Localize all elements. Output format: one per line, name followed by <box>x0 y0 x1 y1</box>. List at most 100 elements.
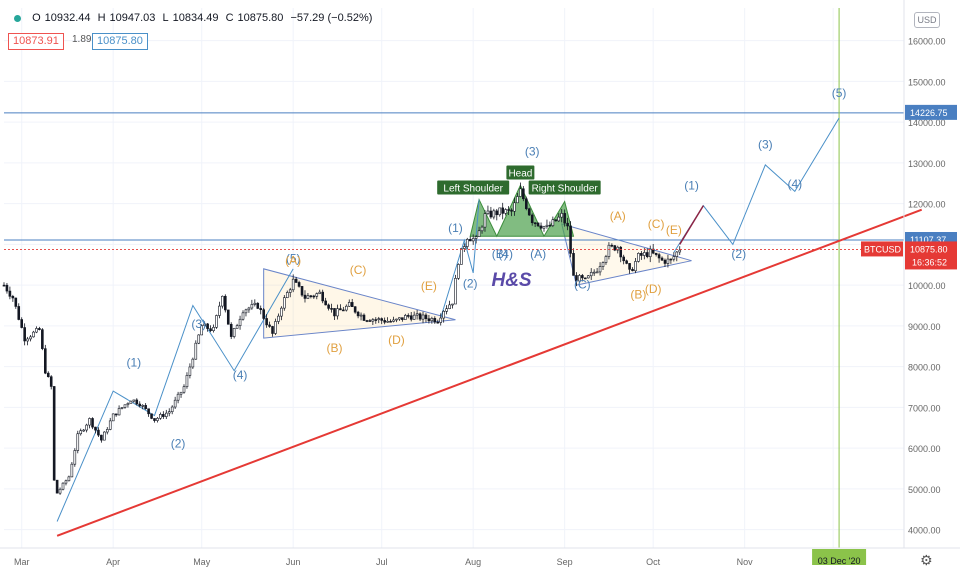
candle-body <box>173 399 177 408</box>
candle-body <box>392 319 395 322</box>
candle-body <box>138 403 142 407</box>
candle-body <box>32 331 35 338</box>
wave-label-orange: (D) <box>645 282 662 296</box>
candle-body <box>637 253 640 262</box>
candle-body <box>569 225 572 254</box>
candle-body <box>306 295 310 299</box>
candle-body <box>669 258 673 261</box>
candle-body <box>147 408 150 415</box>
candle-body <box>412 314 416 320</box>
candle-body <box>185 375 189 388</box>
candle-body <box>49 376 53 387</box>
candle-body <box>5 284 9 292</box>
candle-body <box>350 302 354 307</box>
candle-body <box>321 291 324 302</box>
candle-body <box>38 328 41 330</box>
candle-body <box>291 278 295 291</box>
candle-body <box>604 256 608 263</box>
candle-body <box>353 306 357 313</box>
candle-body <box>471 238 475 242</box>
candle-body <box>527 208 531 216</box>
candle-body <box>622 256 625 262</box>
candle-body <box>268 324 271 327</box>
candle-body <box>424 314 428 320</box>
x-tick-label: Mar <box>14 557 30 567</box>
candle-body <box>218 305 221 316</box>
candle-body <box>73 450 77 465</box>
candle-body <box>542 226 546 229</box>
candle-body <box>58 488 62 494</box>
candle-body <box>271 326 274 334</box>
candle-body <box>519 188 522 197</box>
candle-body <box>648 248 652 258</box>
wave-label-blue: (4) <box>498 247 513 261</box>
buy-price-button[interactable]: 10875.80 <box>92 33 148 50</box>
wave-label-blue: (2) <box>463 277 478 291</box>
candle-body <box>259 308 263 310</box>
candle-body <box>589 272 593 277</box>
candle-body <box>41 329 44 349</box>
candle-body <box>619 246 623 258</box>
wave-label-orange: (A) <box>285 253 301 267</box>
market-status-icon <box>14 14 21 22</box>
breakout-arrow <box>679 205 704 245</box>
pattern-title: H&S <box>491 270 531 291</box>
shoulder-tag-text: Head <box>508 168 532 179</box>
candle-body <box>318 291 322 294</box>
candle-body <box>97 429 100 436</box>
candle-body <box>232 328 236 337</box>
candle-body <box>377 318 381 320</box>
wave-label-blue: (C) <box>574 277 591 291</box>
wave-label-blue: (1) <box>448 221 463 235</box>
candle-body <box>548 224 552 227</box>
candle-body <box>123 404 127 408</box>
candle-body <box>197 334 201 344</box>
impulse-wave-path <box>56 268 294 522</box>
candle-body <box>347 302 351 307</box>
candle-body <box>105 429 109 433</box>
open-value: 10932.44 <box>44 12 91 24</box>
wave-label-blue: (5) <box>832 86 847 100</box>
candle-body <box>253 302 257 305</box>
candle-body <box>654 252 658 255</box>
wave-label-blue: (4) <box>787 177 802 191</box>
candle-body <box>530 214 534 224</box>
candle-body <box>297 282 301 287</box>
shoulder-tag-bg <box>437 180 510 195</box>
wave-label-orange: (A) <box>610 209 626 223</box>
level-price-tag <box>905 104 957 120</box>
wave-label-blue: (2) <box>171 436 186 450</box>
y-tick-label: 7000.00 <box>908 403 941 413</box>
candle-body <box>26 338 29 342</box>
candle-body <box>504 209 507 214</box>
candle-body <box>111 413 115 422</box>
candle-body <box>179 391 183 395</box>
candle-body <box>126 403 130 406</box>
currency-button[interactable]: USD <box>914 12 940 28</box>
level-price-text: 14226.75 <box>910 108 948 118</box>
candle-body <box>457 264 460 279</box>
candle-body <box>144 405 147 410</box>
candle-body <box>607 244 611 257</box>
candle-body <box>153 418 156 421</box>
candle-body <box>14 297 18 307</box>
x-tick-label: May <box>193 557 211 567</box>
shoulder-tag-text: Right Shoulder <box>532 184 599 195</box>
candles-layer <box>2 182 682 495</box>
candle-body <box>398 317 401 320</box>
candle-body <box>244 309 248 314</box>
candle-body <box>162 414 165 417</box>
candle-body <box>55 479 59 494</box>
candle-body <box>170 406 174 412</box>
high-value: 10947.03 <box>109 12 156 24</box>
wave-label-orange: (C) <box>648 217 665 231</box>
candle-body <box>191 358 195 368</box>
candle-body <box>409 315 413 320</box>
candle-body <box>194 342 198 360</box>
settings-gear-icon[interactable]: ⚙ <box>920 552 933 568</box>
candle-body <box>572 253 575 276</box>
candle-body <box>616 246 620 251</box>
wave-label-orange: (B) <box>630 288 646 302</box>
sell-price-button[interactable]: 10873.91 <box>8 33 64 50</box>
